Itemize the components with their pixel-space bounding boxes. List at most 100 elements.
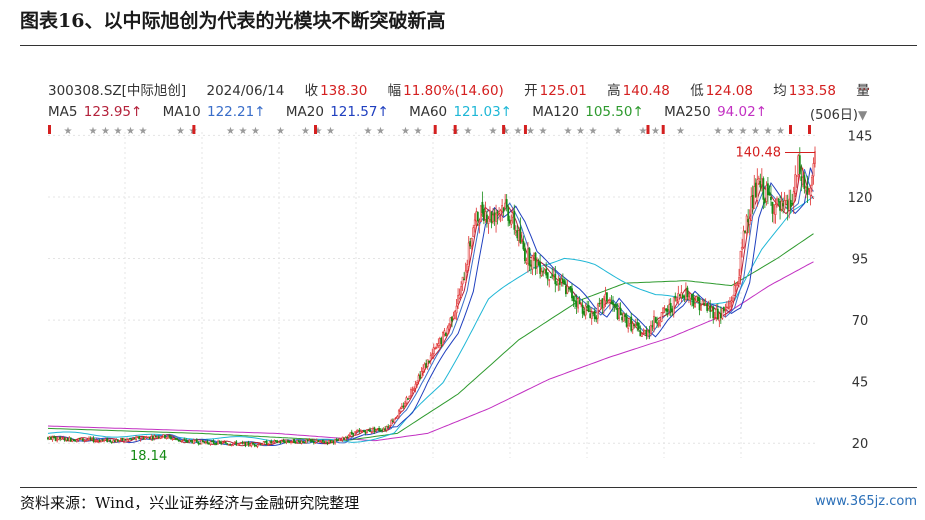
candle-body xyxy=(482,209,485,221)
event-flag-icon xyxy=(523,125,527,134)
candle-body xyxy=(697,296,699,302)
ma60-value: 121.03↑ xyxy=(453,104,512,120)
candle-body xyxy=(565,285,567,295)
candle-body xyxy=(492,214,494,222)
candle-body xyxy=(587,304,590,312)
candle-body xyxy=(446,327,449,335)
candle-body xyxy=(80,437,83,440)
candle-body xyxy=(264,441,267,443)
candle-body xyxy=(363,430,365,432)
candle-body xyxy=(417,375,420,382)
candle-body xyxy=(786,200,789,210)
candle-body xyxy=(454,310,456,319)
candle-body xyxy=(249,445,251,447)
candle-body xyxy=(397,410,400,418)
candle-body xyxy=(256,444,259,447)
star-marker-icon: ★ xyxy=(751,126,760,137)
candle-body xyxy=(716,308,719,320)
event-flag-icon xyxy=(789,125,792,134)
candle-body xyxy=(220,441,223,444)
candle-body xyxy=(508,219,511,224)
candle-body xyxy=(463,278,466,281)
candle-body xyxy=(325,441,327,443)
candle-body xyxy=(713,317,716,319)
candle-body xyxy=(203,441,206,444)
candle-body xyxy=(179,440,182,442)
candle-body xyxy=(537,262,540,266)
candle-body xyxy=(469,241,472,247)
candle-body xyxy=(756,179,759,201)
star-marker-icon: ★ xyxy=(776,126,785,137)
candle-body xyxy=(678,294,681,296)
candle-body xyxy=(572,296,575,302)
candle-body xyxy=(51,437,54,441)
price-chart[interactable]: ★★★★★★★★★★★★★★★★★★★★★★★★★★★★★★★★★★★★★★★ … xyxy=(0,120,925,465)
candle-body xyxy=(422,367,425,372)
candle-body xyxy=(375,429,377,432)
candle-body xyxy=(473,219,476,226)
candle-body xyxy=(808,191,810,195)
candle-body xyxy=(255,444,257,447)
candle-body xyxy=(337,439,339,442)
ma120-value: 105.50↑ xyxy=(585,104,644,120)
candle-body xyxy=(265,440,268,445)
candle-body xyxy=(514,230,517,233)
more-menu-button[interactable]: ... xyxy=(858,79,871,94)
candle-body xyxy=(279,441,282,444)
candle-body xyxy=(320,440,323,442)
candle-body xyxy=(235,441,238,446)
candle-body xyxy=(777,199,780,201)
candle-body xyxy=(467,242,470,267)
candle-body xyxy=(791,203,794,205)
candle-body xyxy=(378,428,381,431)
candle-body xyxy=(305,439,308,444)
candle-body xyxy=(783,200,786,210)
candle-body xyxy=(470,238,473,247)
star-marker-icon: ★ xyxy=(726,126,735,137)
volume-label: 量 xyxy=(856,83,870,99)
candle-body xyxy=(142,437,145,440)
candle-body xyxy=(144,437,147,440)
candle-body xyxy=(425,362,428,368)
candle-body xyxy=(236,443,239,446)
candle-body xyxy=(156,436,159,438)
candle-body xyxy=(229,444,232,446)
candle-body xyxy=(692,298,695,306)
candle-body xyxy=(593,310,596,320)
candle-body xyxy=(387,426,390,428)
candle-body xyxy=(724,309,727,311)
candle-body xyxy=(322,439,324,442)
star-marker-icon: ★ xyxy=(614,126,623,137)
candle-body xyxy=(276,440,279,443)
candle-body xyxy=(68,437,71,442)
star-marker-icon: ★ xyxy=(576,126,585,137)
star-marker-icon: ★ xyxy=(176,126,185,137)
candle-body xyxy=(124,439,127,441)
candle-body xyxy=(779,200,781,211)
period-selector[interactable]: (506日)▼ xyxy=(810,104,867,123)
event-flag-icon xyxy=(646,125,650,134)
candle-body xyxy=(104,438,107,441)
candle-body xyxy=(742,230,745,248)
candle-body xyxy=(396,416,399,419)
stock-code[interactable]: 300308.SZ[中际旭创] xyxy=(48,83,187,99)
candle-body xyxy=(729,302,731,308)
candle-body xyxy=(267,443,270,446)
star-marker-icon: ★ xyxy=(301,126,310,137)
candle-body xyxy=(586,306,589,308)
candle-body xyxy=(718,313,721,322)
open-label: 开 xyxy=(524,83,538,99)
event-markers-row: ★★★★★★★★★★★★★★★★★★★★★★★★★★★★★★★★★★★★★★★ xyxy=(48,125,811,137)
y-tick-label: 45 xyxy=(852,376,869,391)
candle-body xyxy=(366,429,368,433)
candle-body xyxy=(147,437,150,439)
candle-body xyxy=(224,441,227,444)
candle-body xyxy=(607,300,610,304)
candle-body xyxy=(390,420,393,426)
candle-body xyxy=(549,276,552,278)
candle-body xyxy=(794,174,797,194)
event-flag-icon xyxy=(433,125,437,134)
candle-body xyxy=(809,187,812,196)
candle-body xyxy=(478,224,481,226)
candle-body xyxy=(56,438,59,442)
